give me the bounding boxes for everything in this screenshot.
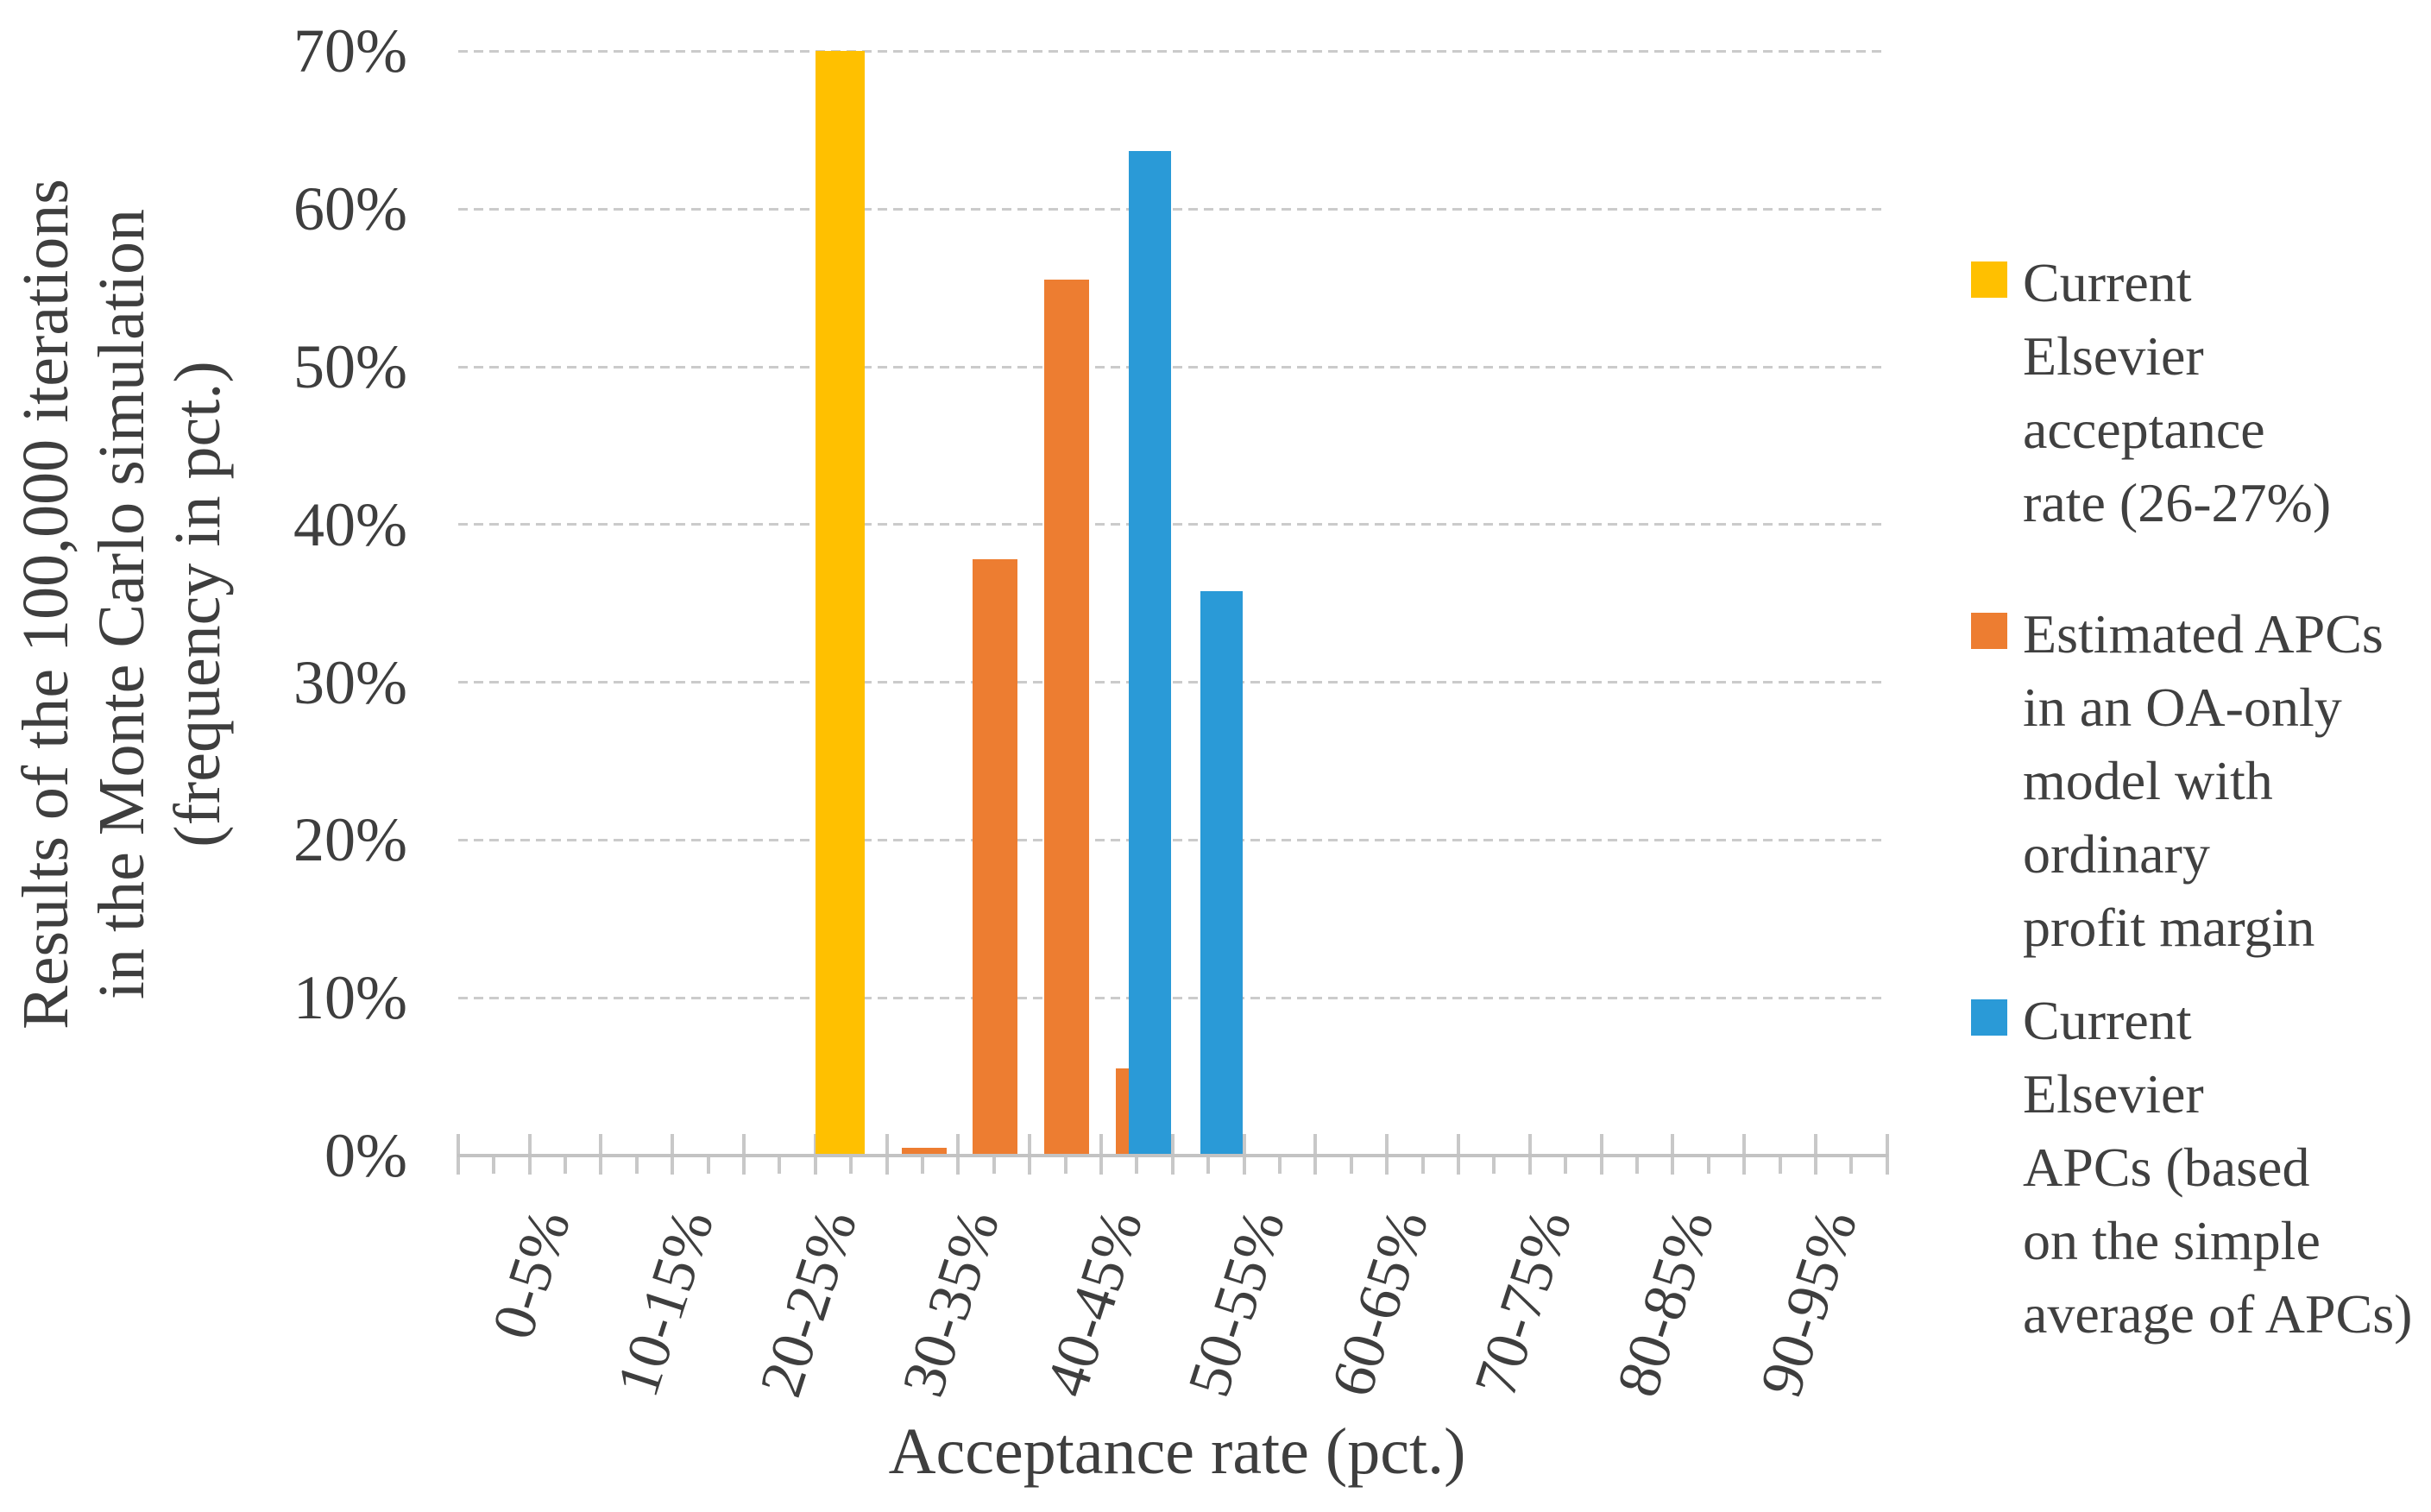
bar-series3-50-55% <box>1200 590 1243 1156</box>
legend-item-label: Current Elsevier APCs (based on the simple a… <box>2023 984 2412 1351</box>
bar-series3-45-50% <box>1128 150 1171 1156</box>
x-axis-midpoint-tick <box>563 1157 567 1174</box>
legend-item-label: Current Elsevier acceptance rate (26-27%) <box>2023 246 2331 539</box>
x-axis-midpoint-tick <box>1778 1157 1782 1174</box>
legend-label-line: Elsevier <box>2023 325 2204 387</box>
x-axis-midpoint-tick <box>1634 1157 1639 1174</box>
y-gridline-70pct <box>457 49 1887 53</box>
y-gridline-10pct <box>457 996 1887 999</box>
y-tick-label-0%: 0% <box>324 1121 407 1190</box>
x-tick-label-20-25%: 20-25% <box>747 1201 870 1405</box>
x-tick-label-50-55%: 50-55% <box>1175 1201 1299 1405</box>
y-tick-label-50%: 50% <box>293 332 407 401</box>
y-gridline-40pct <box>457 523 1887 526</box>
legend-label-line: profit margin <box>2023 897 2315 958</box>
x-axis-midpoint-tick <box>1135 1157 1139 1174</box>
y-gridline-20pct <box>457 838 1887 841</box>
y-gridline-50pct <box>457 365 1887 369</box>
bar-series2-30-35% <box>901 1147 947 1156</box>
legend-swatch-icon <box>1971 613 2007 649</box>
x-tick-label-0-5%: 0-5% <box>480 1201 584 1347</box>
legend-label-line: Elsevier <box>2023 1063 2204 1125</box>
legend-label-line: on the simple <box>2023 1210 2321 1271</box>
bar-series2-35-40% <box>973 559 1018 1156</box>
x-tick-label-90-95%: 90-95% <box>1748 1201 1870 1405</box>
y-axis-title-line-1: Results of the 100,000 iterations <box>9 179 82 1030</box>
legend-label-line: Current <box>2023 990 2192 1051</box>
legend-swatch-icon <box>1971 261 2007 298</box>
x-axis-midpoint-tick <box>920 1157 924 1174</box>
y-tick-label-70%: 70% <box>293 16 407 86</box>
x-axis-title: Acceptance rate (pct.) <box>888 1415 1466 1488</box>
legend-label-line: Estimated APCs <box>2023 603 2384 665</box>
legend-label-line: APCs (based <box>2023 1137 2310 1198</box>
x-axis-midpoint-tick <box>849 1157 853 1174</box>
bar-series1-25-30% <box>815 51 865 1156</box>
legend-label-line: in an OA-only <box>2023 677 2342 738</box>
x-axis-midpoint-tick <box>492 1157 496 1174</box>
x-tick-label-40-45%: 40-45% <box>1033 1201 1156 1405</box>
x-axis-midpoint-tick <box>1706 1157 1710 1174</box>
x-axis-midpoint-tick <box>778 1157 782 1174</box>
legend-item-label: Estimated APCs in an OA-only model with ord… <box>2023 597 2384 964</box>
legend-label-line: acceptance <box>2023 399 2265 460</box>
legend-label-line: ordinary <box>2023 823 2210 885</box>
legend-label-line: Current <box>2023 252 2192 313</box>
legend-label-line: model with <box>2023 750 2273 811</box>
x-axis-midpoint-tick <box>1349 1157 1353 1174</box>
y-tick-label-40%: 40% <box>293 489 407 559</box>
x-axis-midpoint-tick <box>1564 1157 1568 1174</box>
x-axis-midpoint-tick <box>1206 1157 1211 1174</box>
x-axis-midpoint-tick <box>1063 1157 1067 1174</box>
x-tick-label-60-65%: 60-65% <box>1319 1201 1442 1405</box>
y-gridline-30pct <box>457 681 1887 684</box>
y-tick-label-30%: 30% <box>293 647 407 717</box>
x-axis-midpoint-tick <box>1277 1157 1282 1174</box>
y-tick-label-20%: 20% <box>293 805 407 875</box>
legend-label-line: average of APCs) <box>2023 1283 2413 1345</box>
x-axis-midpoint-tick <box>706 1157 710 1174</box>
x-axis-line <box>457 1154 1888 1157</box>
x-axis-midpoint-tick <box>1492 1157 1496 1174</box>
bar-series2-40-45% <box>1044 280 1090 1156</box>
x-axis-midpoint-tick <box>992 1157 996 1174</box>
x-axis-midpoint-tick <box>634 1157 639 1174</box>
y-tick-label-10%: 10% <box>293 963 407 1033</box>
x-tick-label-10-15%: 10-15% <box>604 1201 727 1405</box>
x-tick-label-70-75%: 70-75% <box>1462 1201 1584 1405</box>
y-tick-label-60%: 60% <box>293 174 407 244</box>
legend-swatch-icon <box>1971 999 2007 1036</box>
x-tick-label-80-85%: 80-85% <box>1604 1201 1728 1405</box>
x-axis-midpoint-tick <box>1420 1157 1425 1174</box>
y-gridline-60pct <box>457 207 1887 211</box>
legend-label-line: rate (26-27%) <box>2023 472 2332 533</box>
x-tick-label-30-35%: 30-35% <box>890 1201 1013 1405</box>
x-axis-midpoint-tick <box>1849 1157 1854 1174</box>
